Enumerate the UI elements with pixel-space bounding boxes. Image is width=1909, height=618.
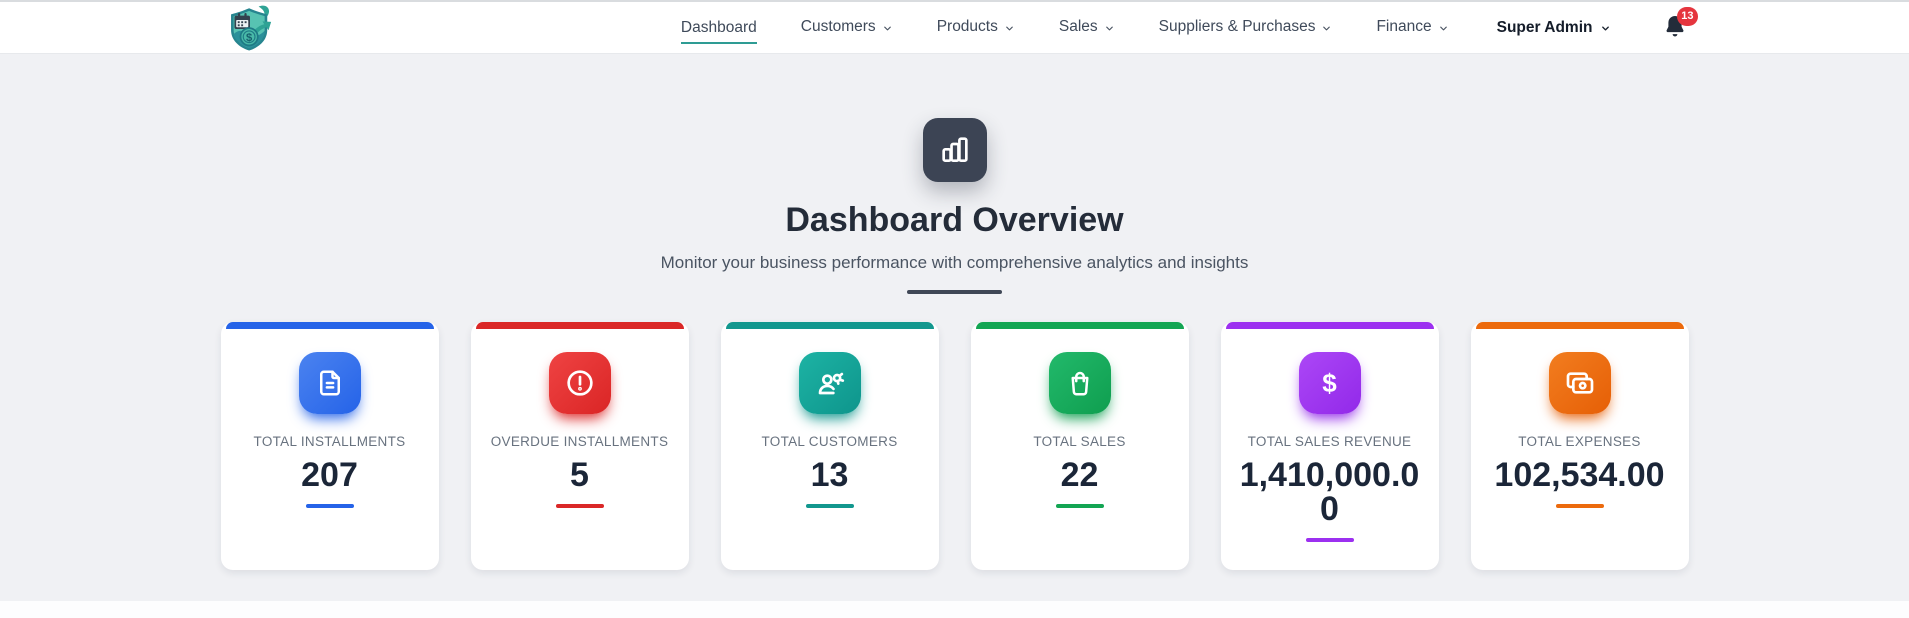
chevron-down-icon [1105,26,1113,31]
user-menu-super-admin[interactable]: Super Admin [1497,19,1611,37]
stat-underline [1555,504,1604,508]
footer-strip [0,601,1909,618]
page-title: Dashboard Overview [785,201,1124,239]
app-logo[interactable]: $ [221,4,281,54]
card-accent-strip [725,322,934,329]
stat-label: TOTAL SALES [1033,434,1126,449]
document-icon [319,370,340,396]
stat-card-total-customers: TOTAL CUSTOMERS 13 [720,322,939,570]
stat-label: OVERDUE INSTALLMENTS [490,434,669,449]
stat-label: TOTAL CUSTOMERS [761,434,898,449]
notification-count-badge: 13 [1677,6,1698,26]
stat-value: 22 [1060,456,1099,494]
chevron-down-icon [1601,26,1609,31]
stats-cards-row: TOTAL INSTALLMENTS 207 OVERDUE INSTALLME… [220,322,1689,570]
navbar: $ Dashboard Customers Products Sales Sup… [0,2,1909,54]
chevron-down-icon [1006,26,1013,31]
card-icon-box [1048,352,1111,414]
stat-card-overdue-installments: OVERDUE INSTALLMENTS 5 [470,322,689,570]
stat-underline [805,504,854,508]
stat-card-total-expenses: TOTAL EXPENSES 102,534.00 [1470,322,1689,570]
stat-underline [1305,538,1354,542]
user-menu-label: Super Admin [1496,18,1593,36]
nav-item-finance[interactable]: Finance [1376,18,1448,38]
stat-value: 5 [570,456,589,494]
stat-label: TOTAL INSTALLMENTS [253,434,406,449]
nav-label: Dashboard [680,19,757,44]
nav-item-suppliers-purchases[interactable]: Suppliers & Purchases [1159,18,1333,38]
nav-label: Suppliers & Purchases [1158,17,1316,35]
nav-item-products[interactable]: Products [937,18,1015,38]
nav-item-sales[interactable]: Sales [1059,18,1115,38]
alert-circle-icon [566,370,593,396]
nav-item-dashboard[interactable]: Dashboard [680,19,757,44]
page-subtitle: Monitor your business performance with c… [660,253,1249,272]
card-accent-strip [1225,322,1434,329]
title-divider [907,290,1002,294]
stat-label: TOTAL EXPENSES [1518,434,1641,449]
chevron-down-icon [1439,26,1447,31]
card-icon-box [298,352,361,414]
user-gear-icon [818,372,844,395]
logo-shield-calendar-coin-icon: $ [230,5,271,51]
dashboard-hero: Dashboard Overview Monitor your business… [0,54,1909,294]
stat-underline [1055,504,1104,508]
card-icon-box: $ [1298,352,1361,414]
dollar-icon: $ [1322,367,1337,398]
cash-icon [1566,372,1593,394]
card-accent-strip [975,322,1184,329]
hero-icon-box [922,118,987,182]
stat-value: 207 [301,456,358,494]
card-accent-strip [225,322,434,329]
card-icon-box [798,352,861,414]
nav-item-customers[interactable]: Customers [801,18,893,38]
stat-value: 102,534.00 [1494,456,1665,494]
stat-card-total-sales: TOTAL SALES 22 [970,322,1189,570]
nav-label: Sales [1058,17,1098,35]
card-icon-box [1548,352,1611,414]
nav-label: Customers [800,17,876,35]
chevron-down-icon [1323,26,1331,31]
nav-label: Finance [1376,17,1432,35]
card-accent-strip [1475,322,1684,329]
stat-value: 13 [810,456,849,494]
stat-value: 1,410,000.00 [1239,456,1420,528]
stat-card-total-installments: TOTAL INSTALLMENTS 207 [220,322,439,570]
bar-chart-icon [941,137,968,162]
main-nav-menu: Dashboard Customers Products Sales Suppl… [680,18,1449,44]
nav-label: Products [936,17,998,35]
stat-label: TOTAL SALES REVENUE [1247,434,1412,449]
card-accent-strip [475,322,684,329]
chevron-down-icon [883,26,891,31]
svg-text:$: $ [246,31,253,43]
shopping-bag-icon [1071,371,1088,396]
window-top-edge [0,0,1909,2]
stat-underline [305,504,354,508]
stat-card-total-sales-revenue: $ TOTAL SALES REVENUE 1,410,000.00 [1220,322,1439,570]
stat-underline [555,504,604,508]
card-icon-box [548,352,611,414]
notifications-button[interactable]: 13 [1663,6,1698,42]
